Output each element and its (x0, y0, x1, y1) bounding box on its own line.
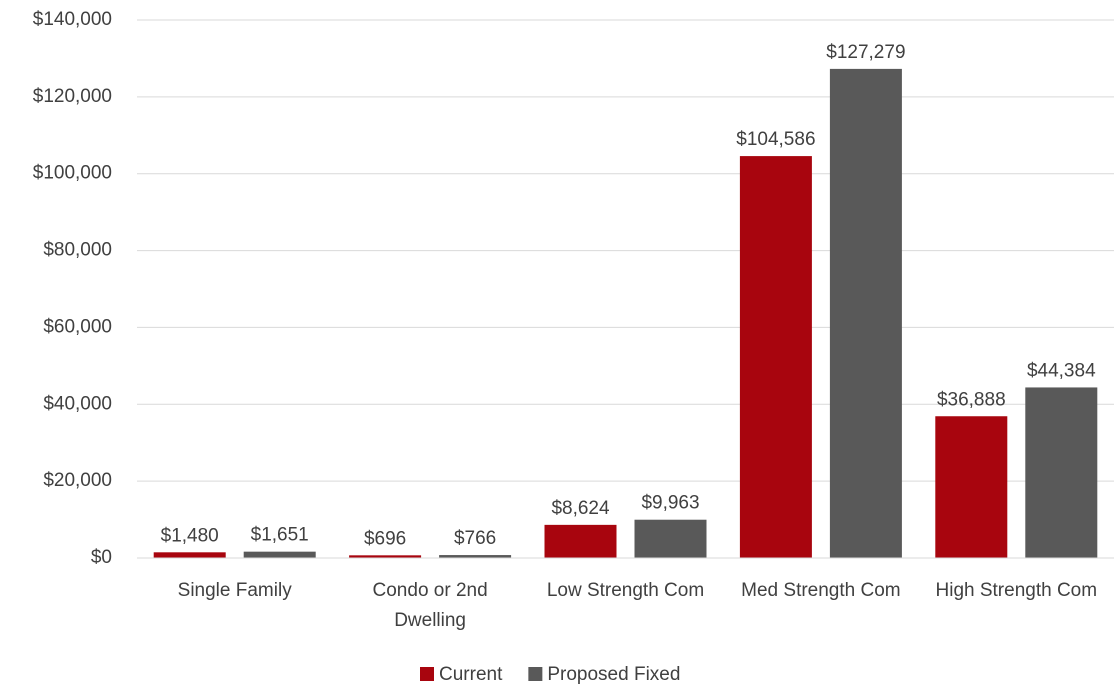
bar (935, 416, 1008, 558)
bar (439, 555, 512, 558)
legend-swatch (528, 667, 543, 681)
bar (634, 519, 707, 558)
bar (544, 524, 617, 558)
x-tick-label: Single Family (177, 580, 292, 601)
legend-swatch (420, 667, 434, 681)
x-tick-label: Med Strength Com (741, 580, 901, 601)
bar (1025, 387, 1098, 558)
y-tick-label: $100,000 (33, 163, 112, 184)
bar (829, 68, 902, 559)
data-label: $1,480 (161, 525, 219, 546)
y-tick-label: $40,000 (43, 393, 112, 414)
y-tick-label: $0 (91, 547, 112, 568)
data-label: $1,651 (251, 525, 309, 546)
data-label: $696 (364, 528, 406, 549)
y-tick-label: $120,000 (33, 86, 112, 107)
data-label: $104,586 (736, 129, 815, 150)
y-tick-label: $80,000 (43, 240, 112, 261)
data-label: $127,279 (826, 42, 905, 63)
y-tick-label: $140,000 (33, 9, 112, 30)
data-label: $36,888 (937, 389, 1006, 410)
bar (349, 555, 422, 558)
x-tick-label: High Strength Com (935, 580, 1098, 601)
data-label: $9,963 (641, 493, 699, 514)
bar (153, 552, 226, 558)
x-tick-label: Low Strength Com (546, 580, 705, 601)
data-label: $8,624 (551, 498, 610, 519)
legend-label: Proposed Fixed (547, 664, 680, 685)
x-tick-label: Condo or 2nd Dwelling (372, 580, 488, 631)
y-tick-label: $60,000 (43, 316, 112, 337)
y-tick-label: $20,000 (43, 470, 112, 491)
data-label: $44,384 (1027, 360, 1096, 381)
legend-label: Current (439, 664, 503, 685)
bar (739, 156, 812, 558)
data-label: $766 (454, 528, 496, 549)
bar (243, 551, 316, 558)
